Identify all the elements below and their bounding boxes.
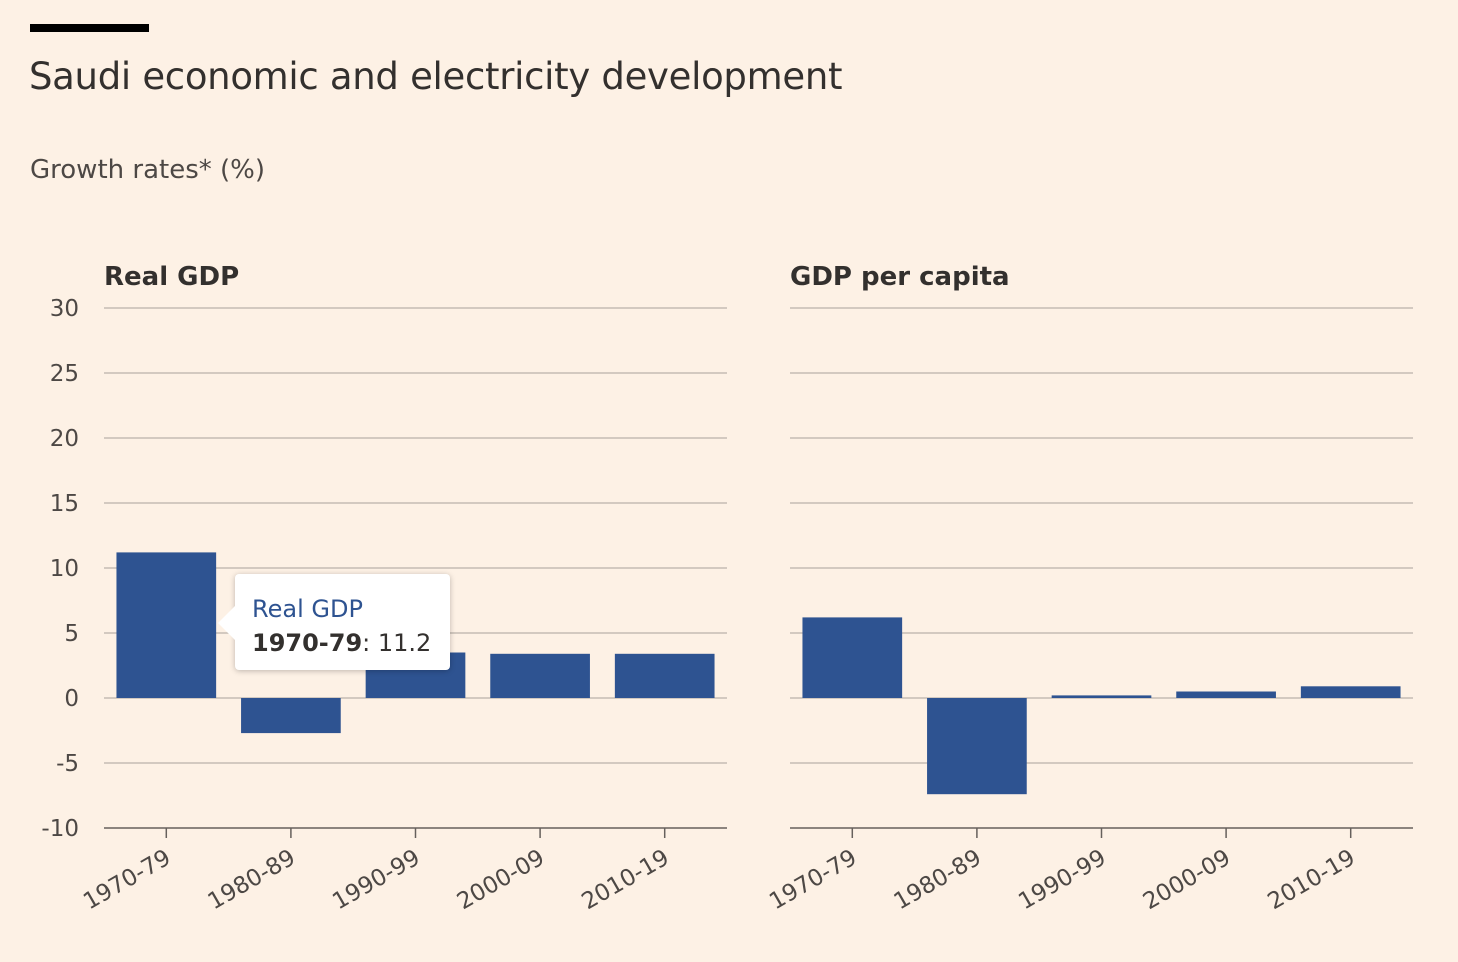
x-tick-label: 1990-99	[328, 845, 424, 916]
y-tick-label: -5	[56, 751, 79, 777]
title-accent-bar	[30, 24, 149, 32]
tooltip-value-line: 1970-79: 11.2	[252, 626, 450, 660]
chart-title: Saudi economic and electricity developme…	[29, 55, 843, 98]
y-tick-label: 5	[64, 621, 79, 647]
chart-subtitle: Growth rates* (%)	[30, 155, 265, 185]
tooltip-series-name: Real GDP	[252, 595, 363, 623]
bar	[1300, 686, 1401, 698]
x-tick-label: 1980-89	[204, 845, 300, 916]
tooltip-arrow	[218, 606, 235, 640]
y-tick-label: 15	[50, 491, 79, 517]
bar	[116, 552, 217, 698]
panel-title: GDP per capita	[790, 262, 1010, 292]
bar	[1051, 695, 1152, 698]
panel-title: Real GDP	[104, 262, 239, 292]
x-tick-label: 1970-79	[765, 845, 861, 916]
x-tick-label: 2000-09	[1139, 845, 1235, 916]
x-tick-label: 2010-19	[1263, 845, 1359, 916]
y-tick-label: 25	[50, 361, 79, 387]
x-tick-label: 2010-19	[577, 845, 673, 916]
bar	[927, 698, 1027, 795]
y-tick-label: 10	[50, 556, 79, 582]
y-tick-label: 20	[50, 426, 79, 452]
x-tick-label: 1980-89	[890, 845, 986, 916]
bar	[490, 653, 590, 698]
bar	[241, 698, 341, 734]
tooltip-category: 1970-79	[252, 629, 363, 657]
y-tick-label: 0	[64, 686, 79, 712]
x-tick-label: 1990-99	[1014, 845, 1110, 916]
bar	[1176, 691, 1276, 698]
tooltip-colon: :	[362, 629, 378, 657]
tooltip-value: 11.2	[377, 629, 432, 657]
y-tick-label: -10	[41, 816, 79, 842]
bar-tooltip: Real GDP 1970-79: 11.2	[218, 574, 450, 670]
bar	[802, 617, 903, 698]
x-tick-label: 1970-79	[79, 845, 175, 916]
y-tick-label: 30	[50, 296, 79, 322]
bar	[614, 653, 715, 698]
x-tick-label: 2000-09	[453, 845, 549, 916]
